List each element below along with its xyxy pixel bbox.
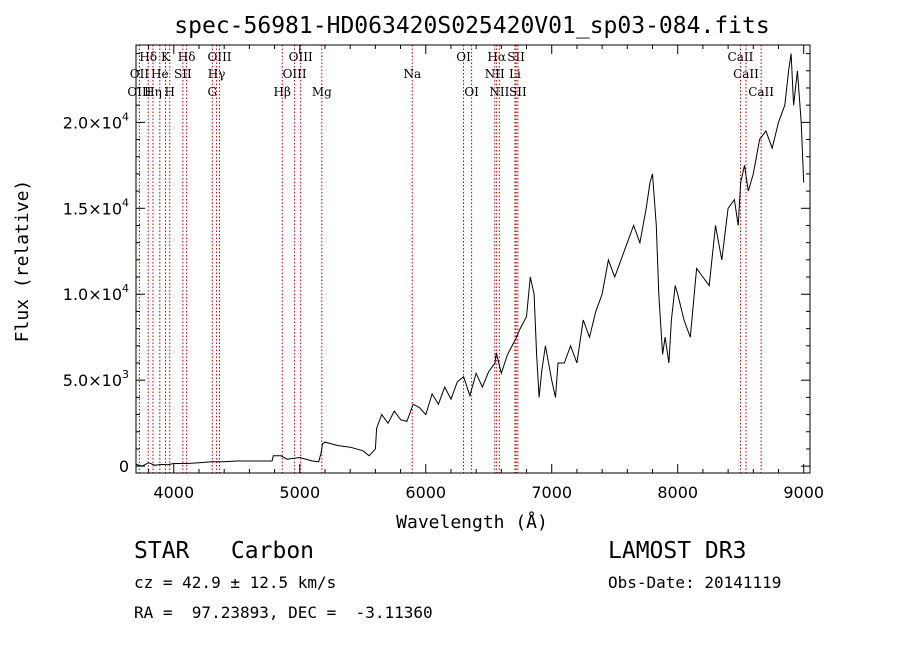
x-tick-label: 9000 — [783, 483, 824, 502]
spectral-line-label: Li — [509, 67, 521, 81]
x-tick-label: 7000 — [531, 483, 572, 502]
spectral-line-label: Hη — [144, 85, 162, 99]
coordinates-readout: RA = 97.23893, DEC = -3.11360 — [134, 603, 433, 622]
spectral-line-label: SII — [174, 67, 192, 81]
spectral-line-label: Na — [403, 67, 421, 81]
spectral-line-label: H — [165, 85, 175, 99]
y-axis-label: Flux (relative) — [12, 180, 33, 343]
x-tick-label: 5000 — [279, 483, 320, 502]
y-tick-label: 2.0×10 — [63, 113, 122, 132]
spectral-line-label: OIII — [289, 50, 313, 64]
redshift-readout: cz = 42.9 ± 12.5 km/s — [134, 573, 337, 592]
flux-series-line — [135, 53, 805, 467]
y-tick-exponent: 4 — [122, 196, 129, 209]
spectral-line-label: OI — [464, 85, 479, 99]
spectral-line-label: CaII — [733, 67, 759, 81]
spectral-line-label: OIII — [127, 85, 151, 99]
spectral-line-label: OIII — [207, 50, 231, 64]
spectral-line-label: OIII — [283, 67, 307, 81]
x-tick-label: 4000 — [153, 483, 194, 502]
spectral-line-label: Hδ — [139, 50, 157, 64]
y-tick-label: 1.5×10 — [63, 199, 122, 218]
spectral-line-label: NII — [489, 85, 509, 99]
spectral-line-label: Mg — [312, 85, 332, 99]
spectral-line-label: Hα — [487, 50, 506, 64]
y-tick-label: 1.0×10 — [63, 285, 122, 304]
y-tick-label: 5.0×10 — [63, 371, 122, 390]
spectral-line-label: NII — [485, 67, 505, 81]
spectral-line-label: CaII — [748, 85, 774, 99]
spectral-line-label: K — [161, 50, 171, 64]
x-tick-label: 8000 — [657, 483, 698, 502]
y-tick-label: 0 — [119, 457, 129, 476]
obs-date: Obs-Date: 20141119 — [608, 573, 782, 592]
plot-frame — [135, 44, 811, 474]
spectral-line-label: Hγ — [208, 67, 226, 81]
spectral-line-label: G — [208, 85, 218, 99]
y-tick-exponent: 4 — [122, 110, 129, 123]
object-class: STAR Carbon — [134, 538, 315, 564]
x-axis-label: Wavelength (Å) — [396, 511, 548, 533]
spectral-line-label: OII — [130, 67, 150, 81]
spectral-line-label: He — [151, 67, 169, 81]
chart-title: spec-56981-HD063420S025420V01_sp03-084.f… — [174, 13, 769, 39]
spectral-line-label: Hβ — [274, 85, 291, 99]
spectral-line-label: SII — [509, 85, 527, 99]
y-tick-exponent: 4 — [122, 282, 129, 295]
survey-name: LAMOST DR3 — [608, 538, 747, 564]
spectral-line-label: Hδ — [178, 50, 196, 64]
spectral-line-label: SII — [507, 50, 525, 64]
y-tick-exponent: 3 — [122, 368, 129, 381]
spectral-line-label: OI — [456, 50, 471, 64]
spectral-line-label: CaII — [728, 50, 754, 64]
x-tick-label: 6000 — [405, 483, 446, 502]
